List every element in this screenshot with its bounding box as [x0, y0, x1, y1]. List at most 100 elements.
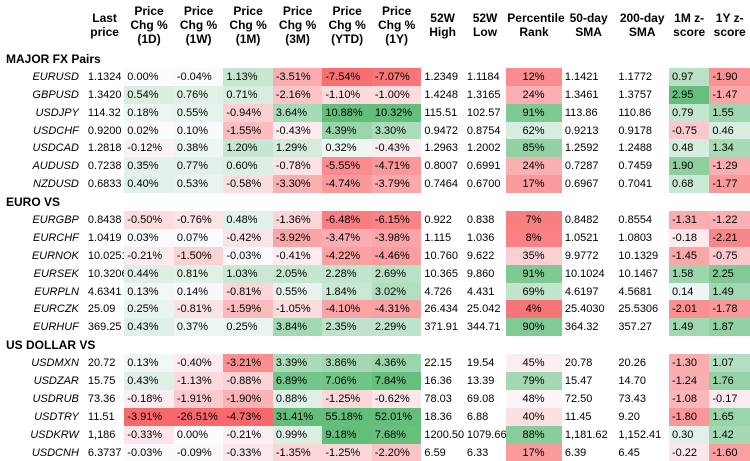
- table-cell: 0.55%: [272, 282, 323, 301]
- table-cell: 113.86: [564, 106, 598, 119]
- table-cell: 1.2963: [424, 142, 459, 155]
- table-cell: 9.622: [466, 249, 495, 262]
- section-title: MAJOR FX Pairs: [6, 51, 101, 66]
- table-cell: 0.7287: [564, 160, 599, 173]
- header-blank: [0, 0, 85, 50]
- table-cell: -3.51%: [272, 67, 323, 86]
- table-cell: 0.32%: [322, 139, 372, 158]
- table-cell: 0.00%: [173, 425, 224, 444]
- table-row: USDMXN 20.72 0.13% -0.40% -3.21% 3.39% 3.86% 4.…: [0, 354, 750, 373]
- table-cell: 8%: [506, 228, 562, 247]
- table-cell: -6.15%: [371, 211, 422, 229]
- table-cell: -0.33%: [124, 425, 174, 444]
- table-row: AUDUSD 0.7238 0.35% 0.77% 0.60% -0.78% -5.55% -…: [0, 157, 750, 176]
- table-cell: 62%: [506, 121, 562, 140]
- table-cell: 9.9772: [564, 249, 599, 262]
- table-cell: 25.4030: [564, 303, 605, 316]
- table-cell: 11.45: [564, 410, 592, 423]
- table-cell: 0.40%: [124, 175, 174, 194]
- table-cell: -4.22%: [322, 246, 372, 265]
- table-cell: -1.90: [709, 67, 750, 86]
- table-cell: 7%: [506, 211, 562, 229]
- table-cell: 0.25%: [124, 300, 174, 319]
- table-cell: 2.05%: [272, 264, 323, 283]
- table-cell: 0.88%: [272, 389, 323, 408]
- table-cell: 0.7459: [618, 160, 653, 173]
- table-cell: -0.81%: [173, 300, 224, 319]
- table-row: EURUSD 1.1324 0.00% -0.04% 1.13% -3.51% -7.54%…: [0, 67, 750, 86]
- table-cell: 1.03%: [223, 264, 273, 283]
- table-cell: 10.1024: [564, 267, 605, 280]
- table-cell: 4.39%: [322, 121, 372, 140]
- table-cell: -7.54%: [322, 67, 372, 86]
- table-cell: 3.02%: [371, 282, 422, 301]
- column-header: Price Chg % (1Y): [377, 4, 416, 46]
- currency-pair-label: USDKRW: [30, 428, 79, 441]
- table-cell: -0.33%: [223, 443, 273, 461]
- table-row: USDJPY 114.32 0.18% 0.55% -0.94% 3.64% 10.88% 1…: [0, 103, 750, 122]
- table-cell: 1.1184: [466, 70, 500, 83]
- table-cell: 0.9213: [564, 124, 599, 137]
- table-cell: 13.39: [466, 374, 495, 387]
- table-cell: 1.0419: [87, 231, 122, 244]
- table-cell: 1,181.62: [564, 428, 608, 441]
- table-cell: 1.87: [709, 318, 750, 337]
- table-cell: -0.41%: [272, 246, 323, 265]
- table-cell: -0.03%: [124, 443, 174, 461]
- table-cell: 1.42: [709, 425, 750, 444]
- table-cell: -3.79%: [371, 175, 422, 194]
- table-cell: 0.79: [668, 103, 710, 122]
- table-cell: 0.14%: [173, 282, 224, 301]
- column-header: Price Chg % (1D): [130, 4, 168, 46]
- table-cell: 1.34: [709, 139, 750, 158]
- table-cell: 3.30%: [371, 121, 422, 140]
- table-cell: 0.38%: [173, 139, 224, 158]
- table-cell: 52.01%: [371, 407, 422, 426]
- table-cell: 0.00%: [124, 67, 174, 86]
- table-cell: 55.18%: [322, 407, 372, 426]
- table-cell: -1.59%: [223, 300, 273, 319]
- table-cell: 1.2002: [466, 142, 501, 155]
- table-cell: 0.8007: [424, 160, 459, 173]
- table-cell: -0.43%: [272, 121, 323, 140]
- table-cell: 0.71%: [223, 85, 273, 104]
- table-cell: 0.48%: [223, 211, 273, 229]
- table-cell: 6.89%: [272, 372, 323, 390]
- table-cell: 1200.50: [424, 428, 464, 441]
- table-cell: 344.71: [466, 321, 501, 334]
- table-cell: 10.365: [424, 267, 459, 280]
- table-cell: 78.03: [424, 392, 452, 405]
- table-cell: 7.06%: [322, 372, 372, 390]
- section-title: US DOLLAR VS: [6, 338, 96, 353]
- column-header: Price Chg % (YTD): [328, 4, 366, 46]
- table-cell: 0.8554: [618, 213, 653, 226]
- table-cell: -0.75: [709, 246, 750, 265]
- table-cell: 369.25: [87, 321, 122, 334]
- table-cell: 1079.66: [466, 428, 507, 441]
- table-cell: 1.3420: [87, 88, 122, 101]
- table-cell: 0.68: [668, 175, 710, 194]
- table-cell: 24%: [506, 85, 562, 104]
- table-cell: 1.3165: [466, 88, 501, 101]
- currency-pair-label: USDJPY: [35, 106, 79, 119]
- table-cell: 364.32: [564, 321, 599, 334]
- table-row: NZDUSD 0.6833 0.40% 0.53% -0.58% -3.30% -4.74%…: [0, 175, 750, 194]
- currency-pair-label: USDZAR: [33, 374, 79, 387]
- table-cell: 0.6967: [564, 178, 599, 191]
- table-cell: 2.25: [709, 264, 750, 283]
- table-cell: 2.35%: [322, 318, 372, 337]
- table-header: Last price Price Chg % (1D) Price Chg % (1…: [0, 0, 750, 50]
- table-cell: 1.20%: [223, 139, 273, 158]
- table-cell: 1.49: [668, 318, 710, 337]
- table-cell: -0.21%: [124, 246, 174, 265]
- table-cell: 1.07: [709, 354, 750, 373]
- table-cell: 25.042: [466, 303, 501, 316]
- table-cell: 0.54%: [124, 85, 174, 104]
- currency-pair-label: EURCHF: [33, 231, 79, 244]
- table-cell: -0.76%: [173, 211, 224, 229]
- table-cell: 0.9472: [424, 124, 459, 137]
- table-cell: 1.58: [668, 264, 710, 283]
- table-cell: -0.22: [668, 443, 710, 461]
- table-cell: 4.726: [424, 285, 452, 298]
- table-cell: 0.7041: [618, 178, 653, 191]
